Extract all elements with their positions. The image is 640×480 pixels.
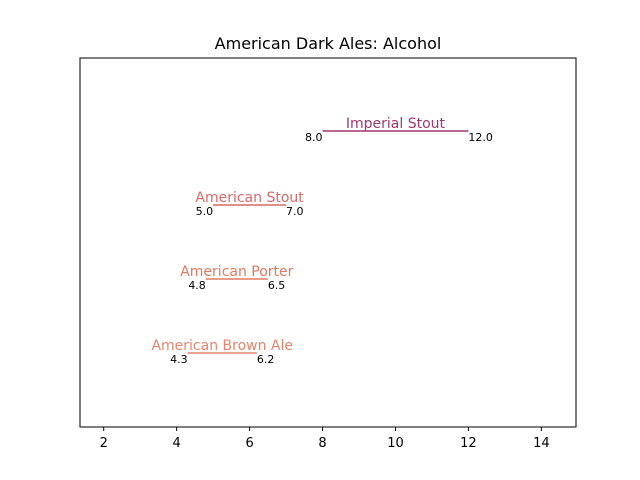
range-high-label: 7.0	[286, 205, 304, 218]
range-name-label: American Porter	[180, 264, 293, 280]
x-tick-label: 10	[387, 436, 404, 451]
range-low-label: 4.8	[188, 279, 206, 292]
x-axis: 2 4 6 8 10 12 14	[100, 427, 550, 451]
range-name-label: American Brown Ale	[151, 338, 293, 354]
range-name-label: American Stout	[195, 190, 304, 206]
range-high-label: 6.5	[268, 279, 286, 292]
x-tick-label: 12	[460, 436, 477, 451]
range-low-label: 5.0	[196, 205, 214, 218]
range-item: Imperial Stout 8.0 12.0	[305, 116, 493, 144]
x-tick-label: 2	[100, 436, 108, 451]
range-low-label: 8.0	[305, 131, 323, 144]
x-tick-label: 8	[318, 436, 326, 451]
plot-frame	[79, 57, 577, 428]
range-name-label: Imperial Stout	[346, 116, 446, 132]
range-low-label: 4.3	[170, 353, 188, 366]
x-tick-label: 4	[173, 436, 181, 451]
range-high-label: 6.2	[257, 353, 275, 366]
chart-title: American Dark Ales: Alcohol	[215, 34, 442, 53]
x-tick-label: 6	[245, 436, 253, 451]
x-tick-label: 14	[533, 436, 550, 451]
range-high-label: 12.0	[468, 131, 493, 144]
